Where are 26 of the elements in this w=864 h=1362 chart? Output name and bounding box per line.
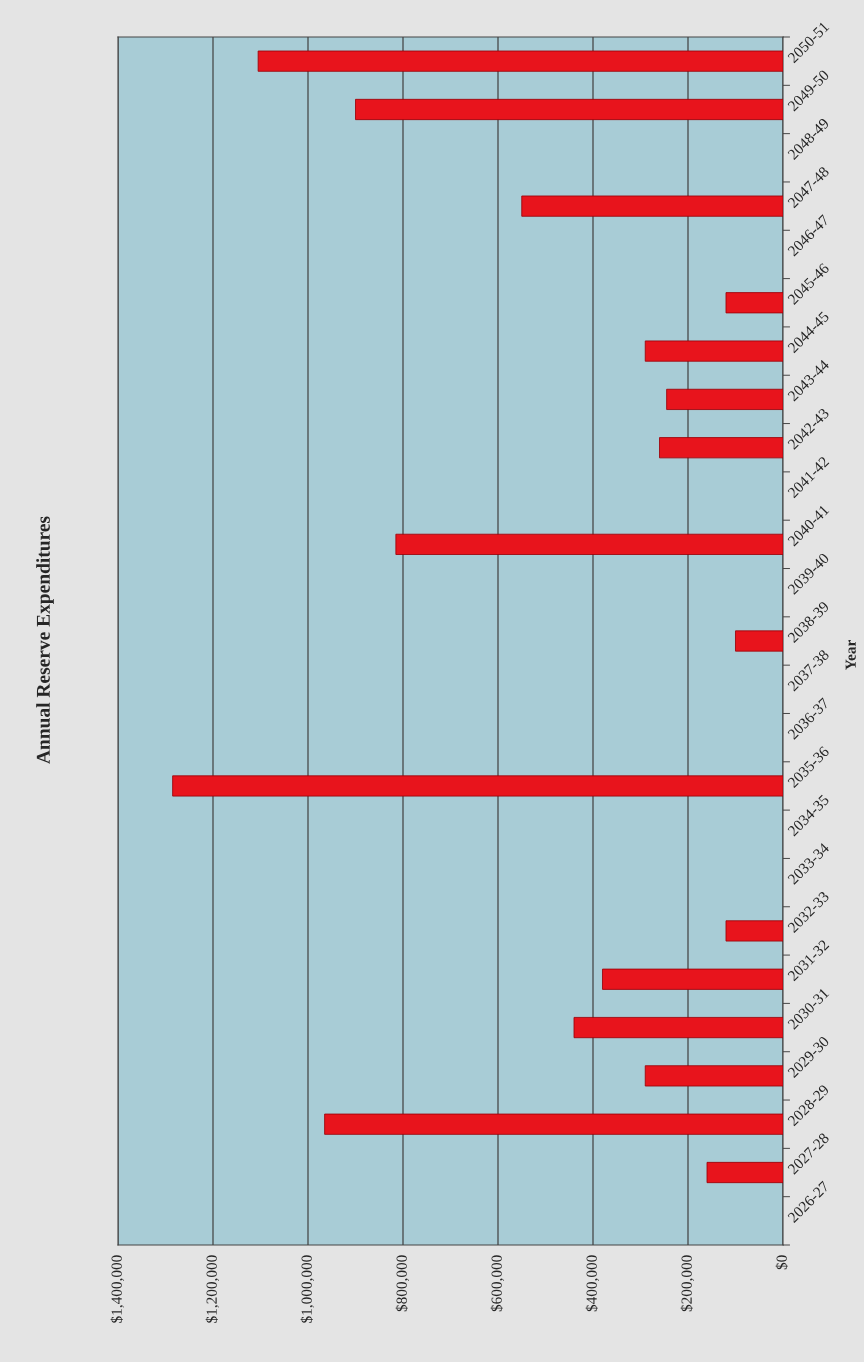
x-tick-label: $400,000 bbox=[585, 1255, 600, 1312]
x-tick-label: $0 bbox=[775, 1255, 788, 1270]
bar bbox=[172, 775, 783, 797]
text: Annual Reserve Expenditures bbox=[36, 516, 54, 764]
bar bbox=[324, 1113, 783, 1135]
y-axis-title: Year bbox=[845, 640, 856, 670]
bar bbox=[725, 292, 783, 314]
bar bbox=[644, 1065, 783, 1087]
bar bbox=[573, 1016, 783, 1039]
bar bbox=[395, 533, 783, 555]
bar bbox=[644, 340, 783, 362]
x-tick-label: $1,200,000 bbox=[205, 1255, 220, 1323]
bar bbox=[355, 98, 783, 121]
bar bbox=[602, 968, 783, 990]
bar bbox=[666, 388, 783, 410]
bar bbox=[257, 50, 783, 72]
x-tick-label: $200,000 bbox=[680, 1255, 695, 1312]
x-tick-label: $800,000 bbox=[395, 1255, 410, 1312]
x-tick-label: $600,000 bbox=[490, 1255, 505, 1312]
x-tick-label: $1,400,000 bbox=[110, 1255, 125, 1323]
x-tick-label: $1,000,000 bbox=[300, 1255, 315, 1323]
bar bbox=[725, 920, 783, 942]
bar bbox=[706, 1161, 783, 1184]
bar bbox=[521, 195, 783, 217]
bar bbox=[735, 630, 783, 652]
bar bbox=[659, 437, 783, 459]
